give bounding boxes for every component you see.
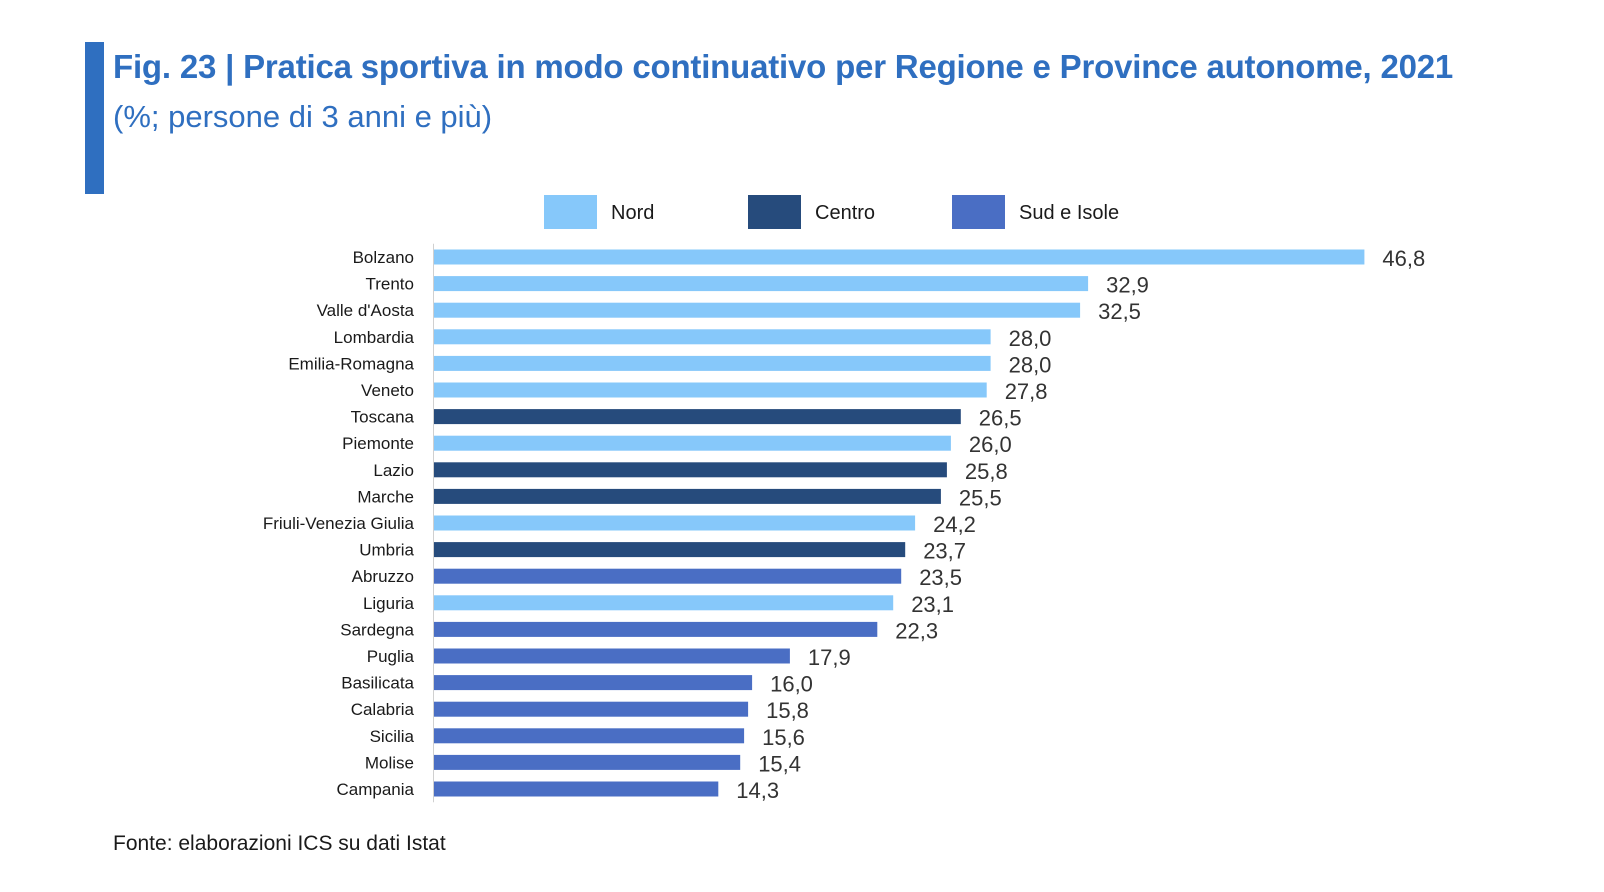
category-label: Trento: [365, 275, 414, 294]
value-label: 23,5: [919, 565, 962, 590]
category-label: Calabria: [351, 700, 415, 719]
value-label: 24,2: [933, 512, 976, 537]
chart-subtitle: (%; persone di 3 anni e più): [113, 99, 493, 134]
value-label: 26,0: [969, 432, 1012, 457]
bar-sicilia: [434, 728, 745, 744]
title-accent-bar: [85, 42, 104, 194]
category-label: Bolzano: [353, 248, 414, 267]
bar-calabria: [434, 701, 749, 717]
bar-bolzano: [434, 249, 1365, 265]
value-label: 32,9: [1106, 273, 1149, 298]
value-label: 32,5: [1098, 299, 1141, 324]
value-labels: 46,832,932,528,028,027,826,526,025,825,5…: [736, 246, 1425, 803]
bar-campania: [434, 781, 719, 797]
legend-swatch: [952, 195, 1005, 229]
category-label: Sicilia: [370, 727, 415, 746]
category-label: Valle d'Aosta: [317, 301, 415, 320]
bar-toscana: [434, 409, 961, 425]
chart-title: Fig. 23 | Pratica sportiva in modo conti…: [113, 48, 1454, 85]
bars-group: [434, 249, 1365, 797]
legend-swatch: [748, 195, 801, 229]
bar-marche: [434, 488, 941, 504]
category-label: Lazio: [373, 461, 414, 480]
bar-emilia-romagna: [434, 355, 991, 371]
value-label: 28,0: [1009, 352, 1052, 377]
value-label: 46,8: [1382, 246, 1425, 271]
category-label: Campania: [337, 780, 415, 799]
category-label: Toscana: [351, 408, 415, 427]
bar-piemonte: [434, 435, 951, 451]
value-label: 14,3: [736, 778, 779, 803]
category-labels: Bolzano Trento Valle d'Aosta Lombardia Emili…: [263, 248, 415, 799]
category-label: Veneto: [361, 381, 414, 400]
value-label: 15,8: [766, 698, 809, 723]
bar-liguria: [434, 595, 894, 611]
bar-umbria: [434, 542, 906, 558]
legend-swatch: [544, 195, 597, 229]
category-label: Puglia: [367, 647, 415, 666]
category-label: Emilia-Romagna: [288, 354, 414, 373]
value-label: 25,5: [959, 485, 1002, 510]
value-label: 15,4: [758, 751, 801, 776]
category-label: Basilicata: [341, 674, 414, 693]
legend-label: Nord: [611, 202, 654, 224]
category-label: Friuli-Venezia Giulia: [263, 514, 415, 533]
category-label: Liguria: [363, 594, 415, 613]
value-label: 22,3: [895, 618, 938, 643]
bar-abruzzo: [434, 568, 902, 584]
bar-puglia: [434, 648, 790, 664]
legend-label: Sud e Isole: [1019, 202, 1119, 224]
category-label: Sardegna: [340, 620, 414, 639]
category-label: Piemonte: [342, 434, 414, 453]
category-label: Marche: [357, 487, 414, 506]
bar-veneto: [434, 382, 987, 398]
value-label: 16,0: [770, 672, 813, 697]
bar-basilicata: [434, 675, 753, 691]
value-label: 25,8: [965, 459, 1008, 484]
chart-legend: Nord Centro Sud e Isole: [544, 195, 1119, 229]
value-label: 15,6: [762, 725, 805, 750]
bar-lazio: [434, 462, 947, 478]
value-label: 17,9: [808, 645, 851, 670]
value-label: 27,8: [1005, 379, 1048, 404]
bar-trento: [434, 276, 1089, 292]
value-label: 23,7: [923, 539, 966, 564]
bar-lombardia: [434, 329, 991, 345]
category-label: Lombardia: [334, 328, 415, 347]
legend-label: Centro: [815, 202, 875, 224]
bar-friuli-venezia-giulia: [434, 515, 916, 531]
source-note: Fonte: elaborazioni ICS su dati Istat: [113, 832, 446, 855]
value-label: 23,1: [911, 592, 954, 617]
category-label: Umbria: [359, 541, 414, 560]
bar-valle-d-aosta: [434, 302, 1081, 318]
value-label: 28,0: [1009, 326, 1052, 351]
bar-molise: [434, 754, 741, 770]
category-label: Molise: [365, 753, 414, 772]
value-label: 26,5: [979, 406, 1022, 431]
category-label: Abruzzo: [352, 567, 414, 586]
bar-sardegna: [434, 621, 878, 637]
